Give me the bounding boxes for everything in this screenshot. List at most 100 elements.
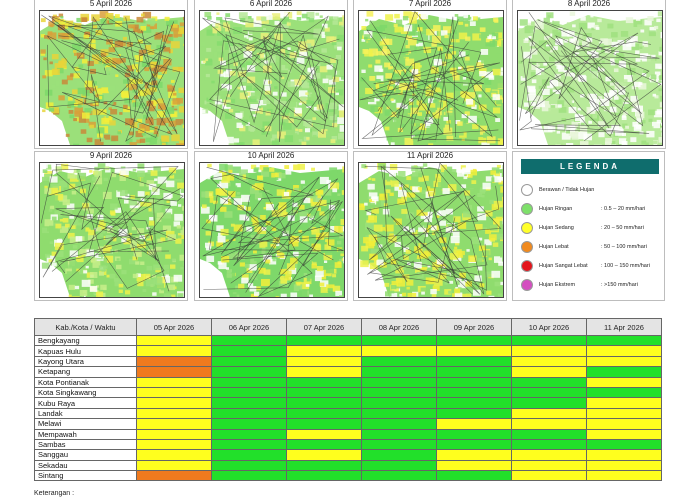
- forecast-cell: [511, 449, 587, 461]
- region-name: Bengkayang: [34, 334, 137, 347]
- forecast-cell: [436, 386, 512, 399]
- forecast-cell: [211, 438, 287, 451]
- map-date: 7 April 2026: [408, 0, 452, 8]
- region-name: Kapuas Hulu: [34, 345, 137, 357]
- table-row: Landak: [34, 407, 662, 420]
- table-row: Sintang: [34, 470, 662, 482]
- forecast-cell: [586, 386, 662, 399]
- table-row: Kota Singkawang: [34, 386, 662, 399]
- legend-label: Hujan Lebat: [539, 244, 569, 250]
- map-date: 10 April 2026: [247, 151, 295, 160]
- forecast-cell: [286, 449, 362, 461]
- forecast-cell: [211, 376, 287, 388]
- rainfall-map: [359, 11, 503, 145]
- table-row: Sekadau: [34, 459, 662, 472]
- forecast-cell: [211, 386, 287, 399]
- forecast-cell: [286, 334, 362, 347]
- forecast-cell: [136, 376, 212, 388]
- header-day: 11 Apr 2026: [586, 318, 662, 336]
- forecast-cell: [136, 428, 212, 440]
- legend-range: : 0.5 – 20 mm/hari: [601, 206, 646, 212]
- forecast-cell: [511, 397, 587, 409]
- forecast-cell: [361, 438, 437, 451]
- region-name: Kota Singkawang: [34, 386, 137, 399]
- forecast-cell: [586, 438, 662, 451]
- forecast-cell: [211, 470, 287, 482]
- forecast-cell: [586, 418, 662, 430]
- map-date: 6 April 2026: [249, 0, 293, 8]
- map-panel-7: 11 April 2026: [353, 151, 507, 301]
- forecast-cell: [136, 449, 212, 461]
- forecast-cell: [361, 428, 437, 440]
- table-row: Ketapang: [34, 366, 662, 378]
- forecast-cell: [436, 449, 512, 461]
- forecast-cell: [136, 438, 212, 451]
- forecast-cell: [436, 459, 512, 472]
- table-row: Melawi: [34, 418, 662, 430]
- forecast-cell: [136, 366, 212, 378]
- region-name: Landak: [34, 407, 137, 420]
- table-row: Kapuas Hulu: [34, 345, 662, 357]
- forecast-cell: [136, 418, 212, 430]
- forecast-cell: [286, 407, 362, 420]
- forecast-cell: [136, 470, 212, 482]
- legend-swatch: [521, 241, 533, 253]
- forecast-cell: [211, 459, 287, 472]
- note-label: Keterangan :: [34, 490, 75, 497]
- legend-range: : 50 – 100 mm/hari: [601, 244, 647, 250]
- legend-item-sangat-lebat: Hujan Sangat Lebat : 100 – 150 mm/hari: [521, 259, 671, 273]
- forecast-cell: [211, 397, 287, 409]
- forecast-cell: [586, 376, 662, 388]
- header-region: Kab./Kota / Waktu: [34, 318, 137, 336]
- forecast-cell: [586, 345, 662, 357]
- forecast-cell: [436, 438, 512, 451]
- forecast-cell: [211, 355, 287, 368]
- legend-item-berawan: Berawan / Tidak Hujan: [521, 183, 671, 197]
- region-name: Mempawah: [34, 428, 137, 440]
- forecast-cell: [436, 418, 512, 430]
- header-day: 06 Apr 2026: [211, 318, 287, 336]
- forecast-cell: [361, 449, 437, 461]
- forecast-cell: [511, 418, 587, 430]
- region-name: Sanggau: [34, 449, 137, 461]
- forecast-cell: [286, 397, 362, 409]
- forecast-cell: [361, 407, 437, 420]
- table-row: Bengkayang: [34, 334, 662, 347]
- map-date: 9 April 2026: [89, 151, 133, 160]
- forecast-cell: [136, 407, 212, 420]
- legend-item-ringan: Hujan Ringan : 0.5 – 20 mm/hari: [521, 202, 671, 216]
- table-row: Kayong Utara: [34, 355, 662, 368]
- forecast-cell: [586, 355, 662, 368]
- legend-label: Hujan Sedang: [539, 225, 574, 231]
- forecast-cell: [436, 376, 512, 388]
- forecast-cell: [286, 428, 362, 440]
- forecast-cell: [436, 355, 512, 368]
- rainfall-map: [359, 163, 503, 297]
- legend-swatch: [521, 203, 533, 215]
- forecast-cell: [286, 355, 362, 368]
- legend-swatch: [521, 279, 533, 291]
- region-name: Kayong Utara: [34, 355, 137, 368]
- forecast-cell: [286, 376, 362, 388]
- map-panel-6: 10 April 2026: [194, 151, 348, 301]
- forecast-cell: [361, 386, 437, 399]
- forecast-cell: [511, 407, 587, 420]
- region-name: Sekadau: [34, 459, 137, 472]
- legend-label: Hujan Ekstrem: [539, 282, 576, 288]
- legend-label: Hujan Sangat Lebat: [539, 263, 588, 269]
- map-date: 11 April 2026: [406, 151, 454, 160]
- forecast-cell: [511, 459, 587, 472]
- forecast-cell: [136, 355, 212, 368]
- forecast-cell: [361, 366, 437, 378]
- forecast-cell: [436, 366, 512, 378]
- legend-range: : >150 mm/hari: [601, 282, 638, 288]
- legend-item-sedang: Hujan Sedang : 20 – 50 mm/hari: [521, 221, 671, 235]
- legend-label: Hujan Ringan: [539, 206, 573, 212]
- forecast-cell: [211, 407, 287, 420]
- forecast-cell: [586, 428, 662, 440]
- legend-range: : 100 – 150 mm/hari: [601, 263, 650, 269]
- forecast-cell: [436, 345, 512, 357]
- header-day: 07 Apr 2026: [286, 318, 362, 336]
- forecast-cell: [211, 366, 287, 378]
- rainfall-map: [518, 11, 662, 145]
